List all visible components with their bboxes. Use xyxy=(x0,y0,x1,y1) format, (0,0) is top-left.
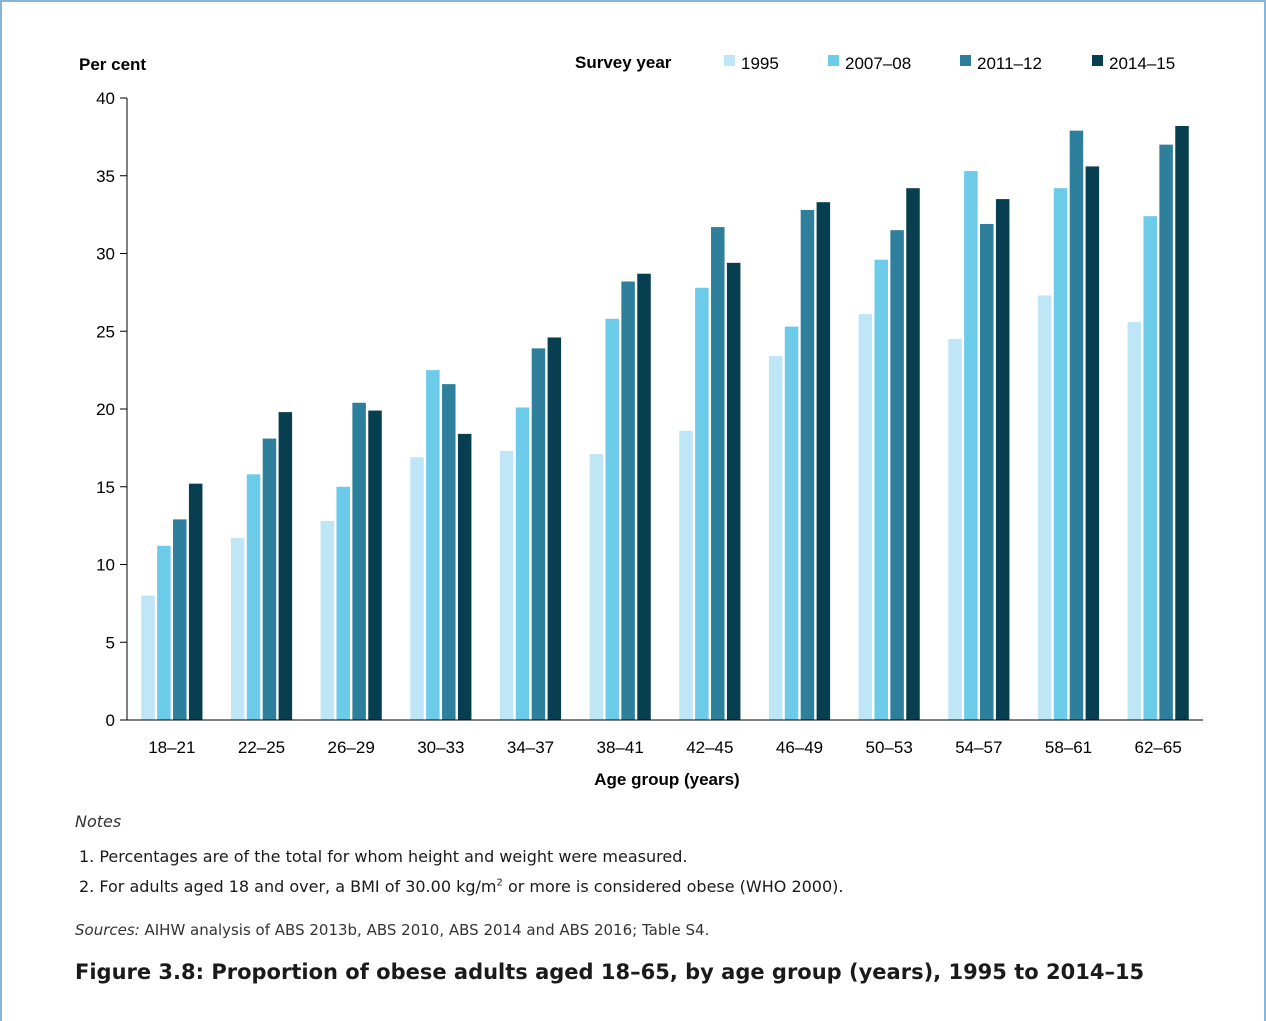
bar xyxy=(768,356,783,720)
x-tick-label: 26–29 xyxy=(328,738,375,757)
note-2-superscript: 2 xyxy=(496,877,503,889)
legend-swatch xyxy=(724,55,735,66)
legend-swatch xyxy=(828,55,839,66)
note-2: 2. For adults aged 18 and over, a BMI of… xyxy=(79,877,844,896)
bar xyxy=(246,474,261,720)
bar xyxy=(515,407,530,720)
bar xyxy=(1143,216,1157,720)
bar xyxy=(320,520,335,720)
bar xyxy=(336,486,350,720)
note-2-text: 2. For adults aged 18 and over, a BMI of… xyxy=(79,877,497,896)
bar xyxy=(621,281,635,720)
bar xyxy=(980,223,994,720)
bar xyxy=(605,318,619,720)
y-tick-label: 25 xyxy=(96,322,115,341)
sources-label: Sources: xyxy=(75,921,140,939)
x-tick-label: 22–25 xyxy=(238,738,285,757)
x-tick-label: 34–37 xyxy=(507,738,554,757)
bar xyxy=(1085,166,1100,721)
bar xyxy=(442,384,456,720)
legend-label: 2007–08 xyxy=(845,54,911,73)
y-tick-label: 40 xyxy=(96,89,115,108)
bar xyxy=(679,430,693,720)
bar xyxy=(141,595,155,720)
y-tick-label: 30 xyxy=(96,245,115,264)
x-axis-title: Age group (years) xyxy=(594,770,739,789)
y-tick-label: 20 xyxy=(96,400,115,419)
x-tick-label: 58–61 xyxy=(1045,738,1092,757)
notes-label: Notes xyxy=(75,812,122,831)
sources-text: AIHW analysis of ABS 2013b, ABS 2010, AB… xyxy=(139,921,710,939)
bar xyxy=(637,273,651,720)
bar xyxy=(906,188,920,720)
notes-block: Notes xyxy=(75,812,121,837)
x-tick-label: 42–45 xyxy=(686,738,733,757)
bar xyxy=(352,402,366,720)
bar xyxy=(230,538,245,720)
bar xyxy=(1127,321,1142,720)
bar xyxy=(368,410,382,720)
x-tick-label: 18–21 xyxy=(148,738,195,757)
bar xyxy=(726,262,741,720)
bar xyxy=(531,348,546,720)
sources: Sources: AIHW analysis of ABS 2013b, ABS… xyxy=(75,921,709,939)
bar xyxy=(457,433,472,720)
bar xyxy=(1175,125,1189,721)
bars-group xyxy=(141,125,1189,721)
bar xyxy=(695,287,709,720)
bar xyxy=(410,457,424,720)
bar xyxy=(547,337,562,720)
bar xyxy=(499,450,514,720)
bar xyxy=(995,199,1010,720)
x-tick-label: 62–65 xyxy=(1135,738,1182,757)
bar xyxy=(1053,188,1068,720)
legend-swatch xyxy=(1092,55,1103,66)
bar xyxy=(890,230,904,721)
x-tick-label: 46–49 xyxy=(776,738,823,757)
bar xyxy=(278,412,293,720)
x-axis: 18–21 22–25 26–29 30–33 34–37 38–41 42–45 46–49… xyxy=(127,719,1203,757)
bar xyxy=(800,209,815,720)
bar xyxy=(964,171,978,720)
bar xyxy=(426,370,440,720)
x-tick-label: 54–57 xyxy=(955,738,1002,757)
bar xyxy=(157,545,171,720)
legend-label: 1995 xyxy=(741,54,779,73)
bar xyxy=(188,483,203,720)
x-tick-label: 30–33 xyxy=(417,738,464,757)
legend: 1995 2007–08 2011–12 2014–15 xyxy=(724,54,1175,73)
legend-title: Survey year xyxy=(575,53,672,72)
note-1: 1. Percentages are of the total for whom… xyxy=(79,847,688,866)
bar xyxy=(816,202,831,720)
y-axis-title: Per cent xyxy=(79,55,146,74)
bar xyxy=(1069,130,1084,720)
y-axis: 0 5 10 15 20 25 30 35 40 xyxy=(96,89,128,730)
bar xyxy=(858,314,873,720)
x-tick-label: 38–41 xyxy=(597,738,644,757)
bar xyxy=(874,259,888,720)
y-tick-label: 5 xyxy=(106,633,115,652)
bar xyxy=(1037,295,1052,720)
y-tick-label: 0 xyxy=(106,711,115,730)
bar-chart: Per cent Survey year 1995 2007–08 2011–12 2… xyxy=(79,53,1203,789)
bar xyxy=(948,339,962,720)
legend-label: 2011–12 xyxy=(977,54,1042,73)
y-tick-label: 15 xyxy=(96,478,115,497)
note-2-text-end: or more is considered obese (WHO 2000). xyxy=(502,877,844,896)
figure-caption: Figure 3.8: Proportion of obese adults a… xyxy=(75,960,1145,984)
bar xyxy=(1159,144,1173,720)
bar xyxy=(262,438,277,720)
bar xyxy=(589,454,604,720)
bar xyxy=(784,326,799,720)
legend-swatch xyxy=(960,55,971,66)
y-tick-label: 10 xyxy=(96,556,115,575)
bar xyxy=(711,227,725,720)
x-tick-label: 50–53 xyxy=(866,738,913,757)
bar xyxy=(173,519,187,720)
y-tick-label: 35 xyxy=(96,167,115,186)
legend-label: 2014–15 xyxy=(1109,54,1175,73)
